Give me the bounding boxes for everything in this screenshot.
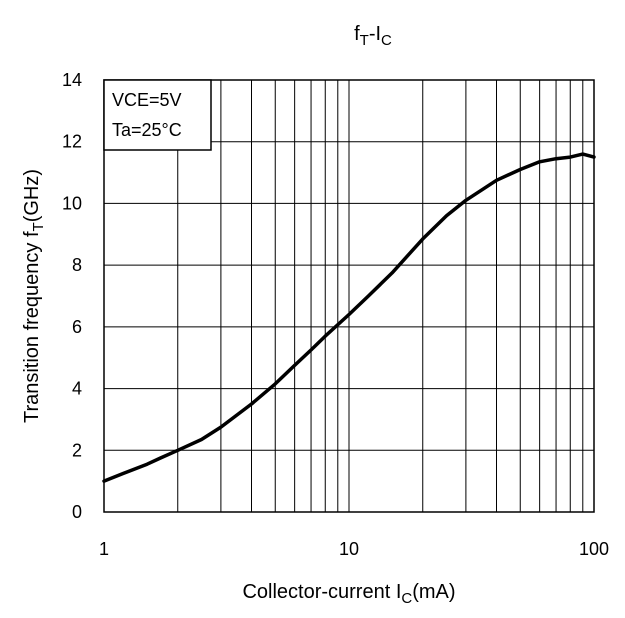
y-tick-label: 14: [62, 70, 82, 90]
x-tick-label: 1: [99, 539, 109, 559]
plot-frame: [103, 79, 595, 513]
y-axis-title: Transition frequency fT(GHz): [21, 169, 47, 423]
series-line: [102, 152, 596, 483]
x-tick-label: 10: [339, 539, 359, 559]
condition-ta: Ta=25°C: [112, 120, 182, 140]
x-tick-label: 100: [579, 539, 609, 559]
y-tick-label: 12: [62, 132, 82, 152]
condition-vce: VCE=5V: [112, 90, 182, 110]
y-tick-label: 0: [72, 502, 82, 522]
grid: [104, 80, 594, 512]
conditions-frame: [103, 79, 212, 151]
y-tick-label: 6: [72, 317, 82, 337]
y-tick-labels: 0 2 4 6 8 10 12 14: [62, 70, 82, 522]
x-tick-labels: 1 10 100: [99, 539, 609, 559]
y-tick-label: 2: [72, 440, 82, 460]
y-tick-label: 10: [62, 193, 82, 213]
y-tick-label: 4: [72, 379, 82, 399]
chart-title: fT-IC: [354, 23, 392, 49]
conditions-box: VCE=5V Ta=25°C: [103, 79, 212, 151]
x-axis-title: Collector-current IC(mA): [242, 581, 455, 607]
y-tick-label: 8: [72, 255, 82, 275]
